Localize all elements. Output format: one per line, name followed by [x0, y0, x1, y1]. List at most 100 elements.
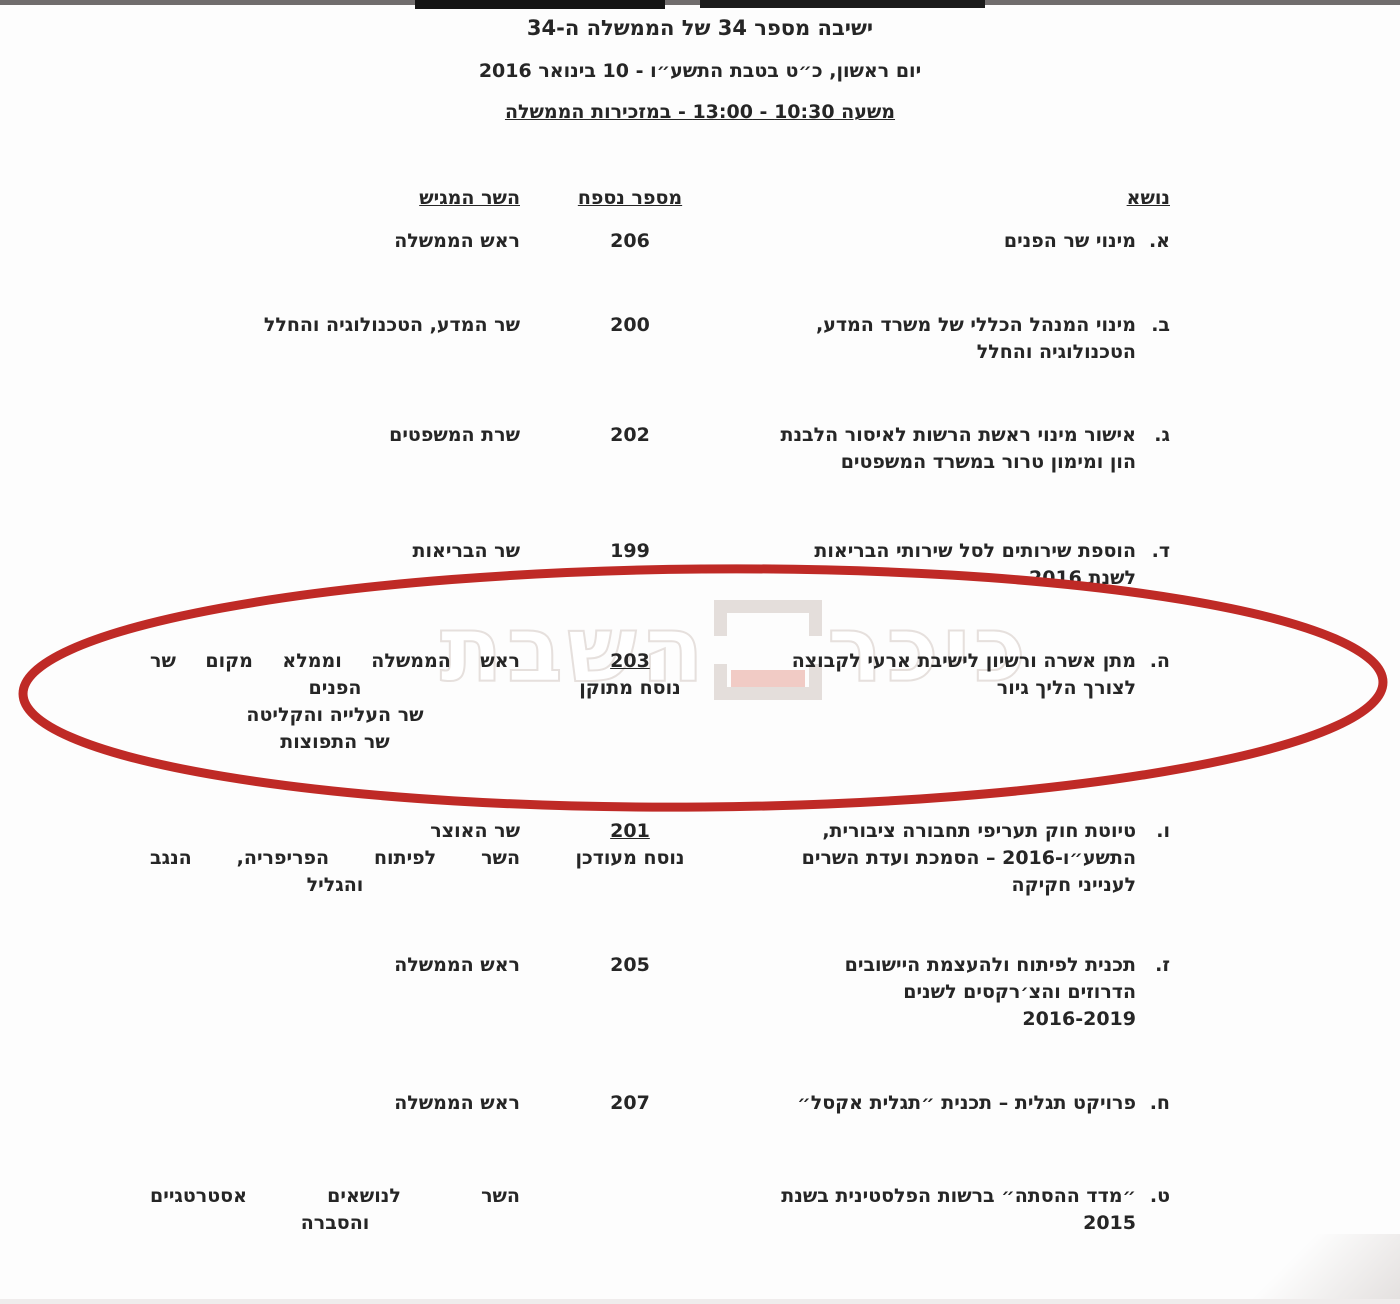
minister-name: ראש הממשלה וממלא מקום שר — [150, 650, 520, 672]
topic-text: טיוטת חוק תעריפי תחבורה ציבורית, — [822, 820, 1136, 842]
topic-text: פרויקט תגלית – תכנית ״תגלית אקסל״ — [797, 1092, 1136, 1114]
minister-name: ראש הממשלה — [394, 1092, 520, 1114]
minister-cell: ראש הממשלה — [150, 1090, 520, 1117]
minister-cell: ראש הממשלה וממלא מקום שר הפנים שר העלייה ו… — [150, 648, 520, 756]
topic-text: 2016-2019 — [1022, 1008, 1136, 1030]
agenda-row: ז. תכנית לפיתוח ולהעצמת היישובים הדרוזים ו… — [150, 952, 1170, 1033]
appendix-number: 207 — [610, 1092, 650, 1114]
agenda-row: ד. הוספת שירותים לסל שירותי הבריאות לשנת 2… — [150, 538, 1170, 592]
scan-corner-shadow — [1250, 1234, 1400, 1304]
agenda-table: נושא מספר נספח השר המגיש א. מינוי שר הפני… — [150, 185, 1170, 1237]
document-header: ישיבה מספר 34 של הממשלה ה-34 יום ראשון, … — [0, 16, 1400, 123]
appendix-number: 206 — [610, 230, 650, 252]
appendix-cell: 206 — [540, 228, 720, 255]
minister-name: השר לנושאים אסטרטגיים — [150, 1185, 520, 1207]
minister-name: הפנים — [308, 677, 362, 699]
minister-cell: שר המדע, הטכנולוגיה והחלל — [150, 312, 520, 366]
topic-cell: מינוי המנהל הכללי של משרד המדע, הטכנולוגי… — [750, 312, 1136, 366]
topic-text: אישור מינוי ראשת הרשות לאיסור הלבנת — [780, 424, 1136, 446]
row-letter: ג. — [1154, 424, 1170, 446]
minister-name: שר התפוצות — [280, 731, 390, 753]
minister-name: והגליל — [306, 874, 364, 896]
column-header-appendix-number: מספר נספח — [577, 187, 683, 209]
topic-text: 2015 — [1083, 1212, 1136, 1234]
agenda-row: א. מינוי שר הפנים 206 ראש הממשלה — [150, 228, 1170, 255]
meeting-title: ישיבה מספר 34 של הממשלה ה-34 — [526, 16, 874, 40]
topic-text: הטכנולוגיה והחלל — [976, 341, 1136, 363]
minister-name: שר הבריאות — [412, 540, 520, 562]
topic-text: הוספת שירותים לסל שירותי הבריאות — [814, 540, 1136, 562]
topic-text: לצורך הליך גיור — [996, 677, 1136, 699]
topic-text: הדרוזים והצ׳רקסים לשנים — [903, 981, 1136, 1003]
agenda-header-row: נושא מספר נספח השר המגיש — [150, 185, 1170, 212]
scan-artifact-bar — [700, 0, 985, 8]
topic-text: הון ומימון טרור במשרד המשפטים — [840, 451, 1136, 473]
appendix-cell: 205 — [540, 952, 720, 1033]
topic-text: לשנת 2016 — [1029, 567, 1136, 589]
meeting-date: יום ראשון, כ״ט בטבת התשע״ו - 10 בינואר 2… — [478, 60, 922, 82]
minister-name: שר האוצר — [430, 820, 520, 842]
appendix-cell: 200 — [540, 312, 720, 366]
topic-text: מינוי המנהל הכללי של משרד המדע, — [815, 314, 1136, 336]
minister-name: שרת המשפטים — [389, 424, 520, 446]
minister-name: והסברה — [300, 1212, 370, 1234]
appendix-cell: 207 — [540, 1090, 720, 1117]
minister-cell: שרת המשפטים — [150, 422, 520, 476]
row-letter: ו. — [1156, 820, 1170, 842]
minister-cell: שר האוצר השר לפיתוח הפריפריה, הנגב והגליל — [150, 818, 520, 899]
minister-name: ראש הממשלה — [394, 230, 520, 252]
agenda-rows: א. מינוי שר הפנים 206 ראש הממשלה ב. מינוי המנ… — [150, 228, 1170, 1237]
topic-text: לענייני חקיקה — [1011, 874, 1136, 896]
column-header-submitting-minister: השר המגיש — [419, 187, 520, 209]
appendix-cell: 199 — [540, 538, 720, 592]
topic-cell: הוספת שירותים לסל שירותי הבריאות לשנת 201… — [750, 538, 1136, 592]
appendix-note: נוסח מעודכן — [575, 847, 685, 869]
topic-cell: טיוטת חוק תעריפי תחבורה ציבורית, התשע״ו-2… — [750, 818, 1136, 899]
row-letter: ט. — [1149, 1185, 1170, 1207]
minister-cell: שר הבריאות — [150, 538, 520, 592]
scan-artifact-bar — [415, 0, 665, 9]
topic-cell: פרויקט תגלית – תכנית ״תגלית אקסל״ — [750, 1090, 1136, 1117]
minister-name: ראש הממשלה — [394, 954, 520, 976]
appendix-number: 199 — [610, 540, 650, 562]
scan-bottom-edge — [0, 1299, 1400, 1304]
appendix-cell: 201 נוסח מעודכן — [540, 818, 720, 899]
agenda-row: ב. מינוי המנהל הכללי של משרד המדע, הטכנולו… — [150, 312, 1170, 366]
topic-text: מינוי שר הפנים — [1003, 230, 1136, 252]
agenda-row: ג. אישור מינוי ראשת הרשות לאיסור הלבנת הון… — [150, 422, 1170, 476]
row-letter: ד. — [1151, 540, 1170, 562]
agenda-row: ה. מתן אשרה ורשיון לישיבת ארעי לקבוצה לצור… — [150, 648, 1170, 756]
topic-text: תכנית לפיתוח ולהעצמת היישובים — [844, 954, 1136, 976]
minister-name: שר העלייה והקליטה — [246, 704, 424, 726]
row-letter: ב. — [1151, 314, 1170, 336]
appendix-note: נוסח מתוקן — [579, 677, 681, 699]
appendix-number: 202 — [610, 424, 650, 446]
row-letter: ז. — [1155, 954, 1170, 976]
agenda-row: ט. ״מדד ההסתה״ ברשות הפלסטינית בשנת 2015 הש… — [150, 1183, 1170, 1237]
topic-cell: מתן אשרה ורשיון לישיבת ארעי לקבוצה לצורך … — [750, 648, 1136, 756]
meeting-time-location: משעה 10:30 - 13:00 - במזכירות הממשלה — [504, 101, 896, 123]
column-header-topic: נושא — [1126, 187, 1170, 209]
topic-cell: ״מדד ההסתה״ ברשות הפלסטינית בשנת 2015 — [750, 1183, 1136, 1237]
appendix-cell: 203 נוסח מתוקן — [540, 648, 720, 756]
row-letter: א. — [1148, 230, 1170, 252]
row-letter: ה. — [1149, 650, 1170, 672]
topic-cell: מינוי שר הפנים — [750, 228, 1136, 255]
appendix-number: 200 — [610, 314, 650, 336]
appendix-number: 203 — [610, 650, 650, 672]
minister-name: שר המדע, הטכנולוגיה והחלל — [263, 314, 520, 336]
minister-cell: ראש הממשלה — [150, 952, 520, 1033]
minister-cell: השר לנושאים אסטרטגיים והסברה — [150, 1183, 520, 1237]
topic-text: ״מדד ההסתה״ ברשות הפלסטינית בשנת — [781, 1185, 1136, 1207]
agenda-row: ח. פרויקט תגלית – תכנית ״תגלית אקסל״ 207 רא… — [150, 1090, 1170, 1117]
topic-text: התשע״ו-2016 – הסמכת ועדת השרים — [801, 847, 1136, 869]
minister-cell: ראש הממשלה — [150, 228, 520, 255]
topic-cell: אישור מינוי ראשת הרשות לאיסור הלבנת הון ו… — [750, 422, 1136, 476]
row-letter: ח. — [1149, 1092, 1170, 1114]
appendix-cell — [540, 1183, 720, 1237]
agenda-row: ו. טיוטת חוק תעריפי תחבורה ציבורית, התשע״ו… — [150, 818, 1170, 899]
minister-name: השר לפיתוח הפריפריה, הנגב — [150, 847, 520, 869]
topic-text: מתן אשרה ורשיון לישיבת ארעי לקבוצה — [791, 650, 1136, 672]
appendix-cell: 202 — [540, 422, 720, 476]
appendix-number: 201 — [610, 820, 650, 842]
